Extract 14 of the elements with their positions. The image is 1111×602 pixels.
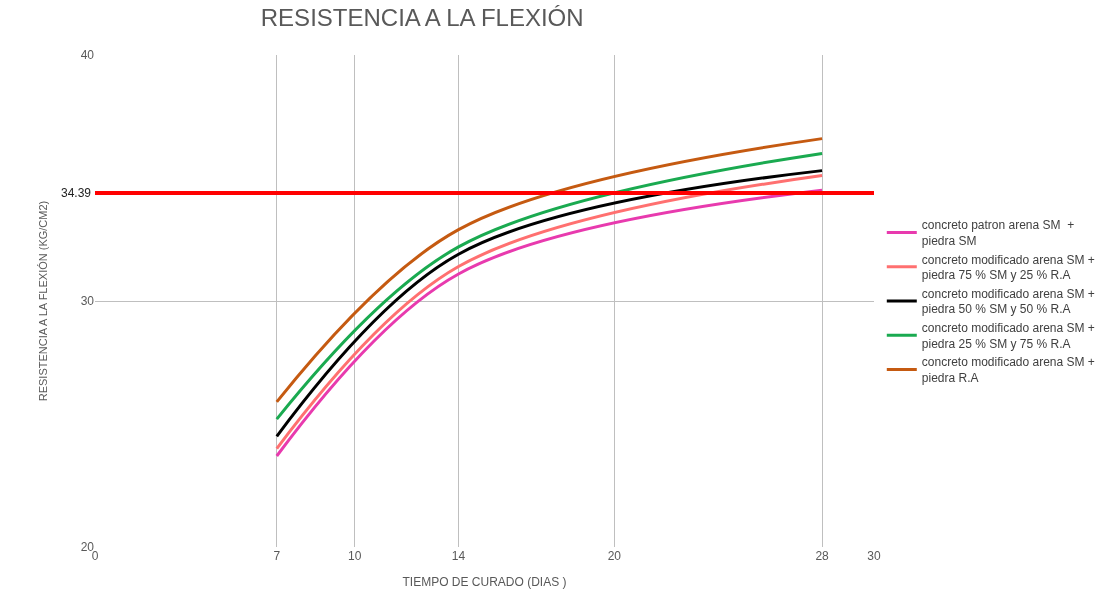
x-tick-label: 0 [91, 549, 99, 563]
y-axis-title: RESISTENCIA A LA FLEXIÓN (KG/CM2) [37, 200, 50, 402]
legend-label: concreto modificado arena SM + piedra R.A [921, 355, 1095, 385]
x-tick-label: 14 [451, 549, 466, 563]
ref-line-label: 34.39 [61, 186, 92, 200]
y-tick-label: 30 [80, 294, 95, 309]
x-tick-label: 30 [867, 549, 881, 563]
y-tick-label: 40 [80, 48, 95, 63]
x-tick-label: 10 [347, 549, 362, 563]
x-axis-title: TIEMPO DE CURADO (DIAS ) [402, 574, 567, 589]
chart-title: RESISTENCIA A LA FLEXIÓN [260, 3, 584, 31]
x-tick-label: 28 [815, 549, 830, 563]
x-tick-label: 20 [607, 549, 622, 563]
x-tick-label: 7 [273, 549, 281, 563]
